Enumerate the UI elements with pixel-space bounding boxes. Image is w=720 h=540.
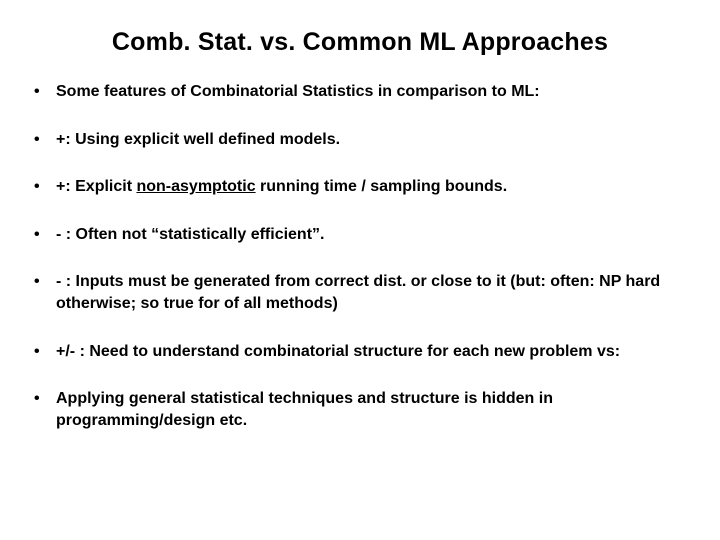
bullet-text: +: Using explicit well defined models. [56,131,340,148]
bullet-text-post: running time / sampling bounds. [256,178,508,195]
list-item: Some features of Combinatorial Statistic… [28,81,692,103]
slide-title: Comb. Stat. vs. Common ML Approaches [28,28,692,57]
bullet-text: - : Often not “statistically efficient”. [56,226,324,243]
bullet-text-pre: +: Explicit [56,178,136,195]
bullet-text: Some features of Combinatorial Statistic… [56,83,540,100]
list-item: Applying general statistical techniques … [28,388,692,431]
list-item: - : Inputs must be generated from correc… [28,271,692,314]
bullet-text: - : Inputs must be generated from correc… [56,273,660,312]
list-item: - : Often not “statistically efficient”. [28,224,692,246]
bullet-text-underline: non-asymptotic [136,178,255,195]
slide: Comb. Stat. vs. Common ML Approaches Som… [0,0,720,540]
list-item: +/- : Need to understand combinatorial s… [28,341,692,363]
bullet-text: +/- : Need to understand combinatorial s… [56,343,620,360]
list-item: +: Explicit non-asymptotic running time … [28,176,692,198]
bullet-text: Applying general statistical techniques … [56,390,553,429]
bullet-list: Some features of Combinatorial Statistic… [28,81,692,431]
list-item: +: Using explicit well defined models. [28,129,692,151]
